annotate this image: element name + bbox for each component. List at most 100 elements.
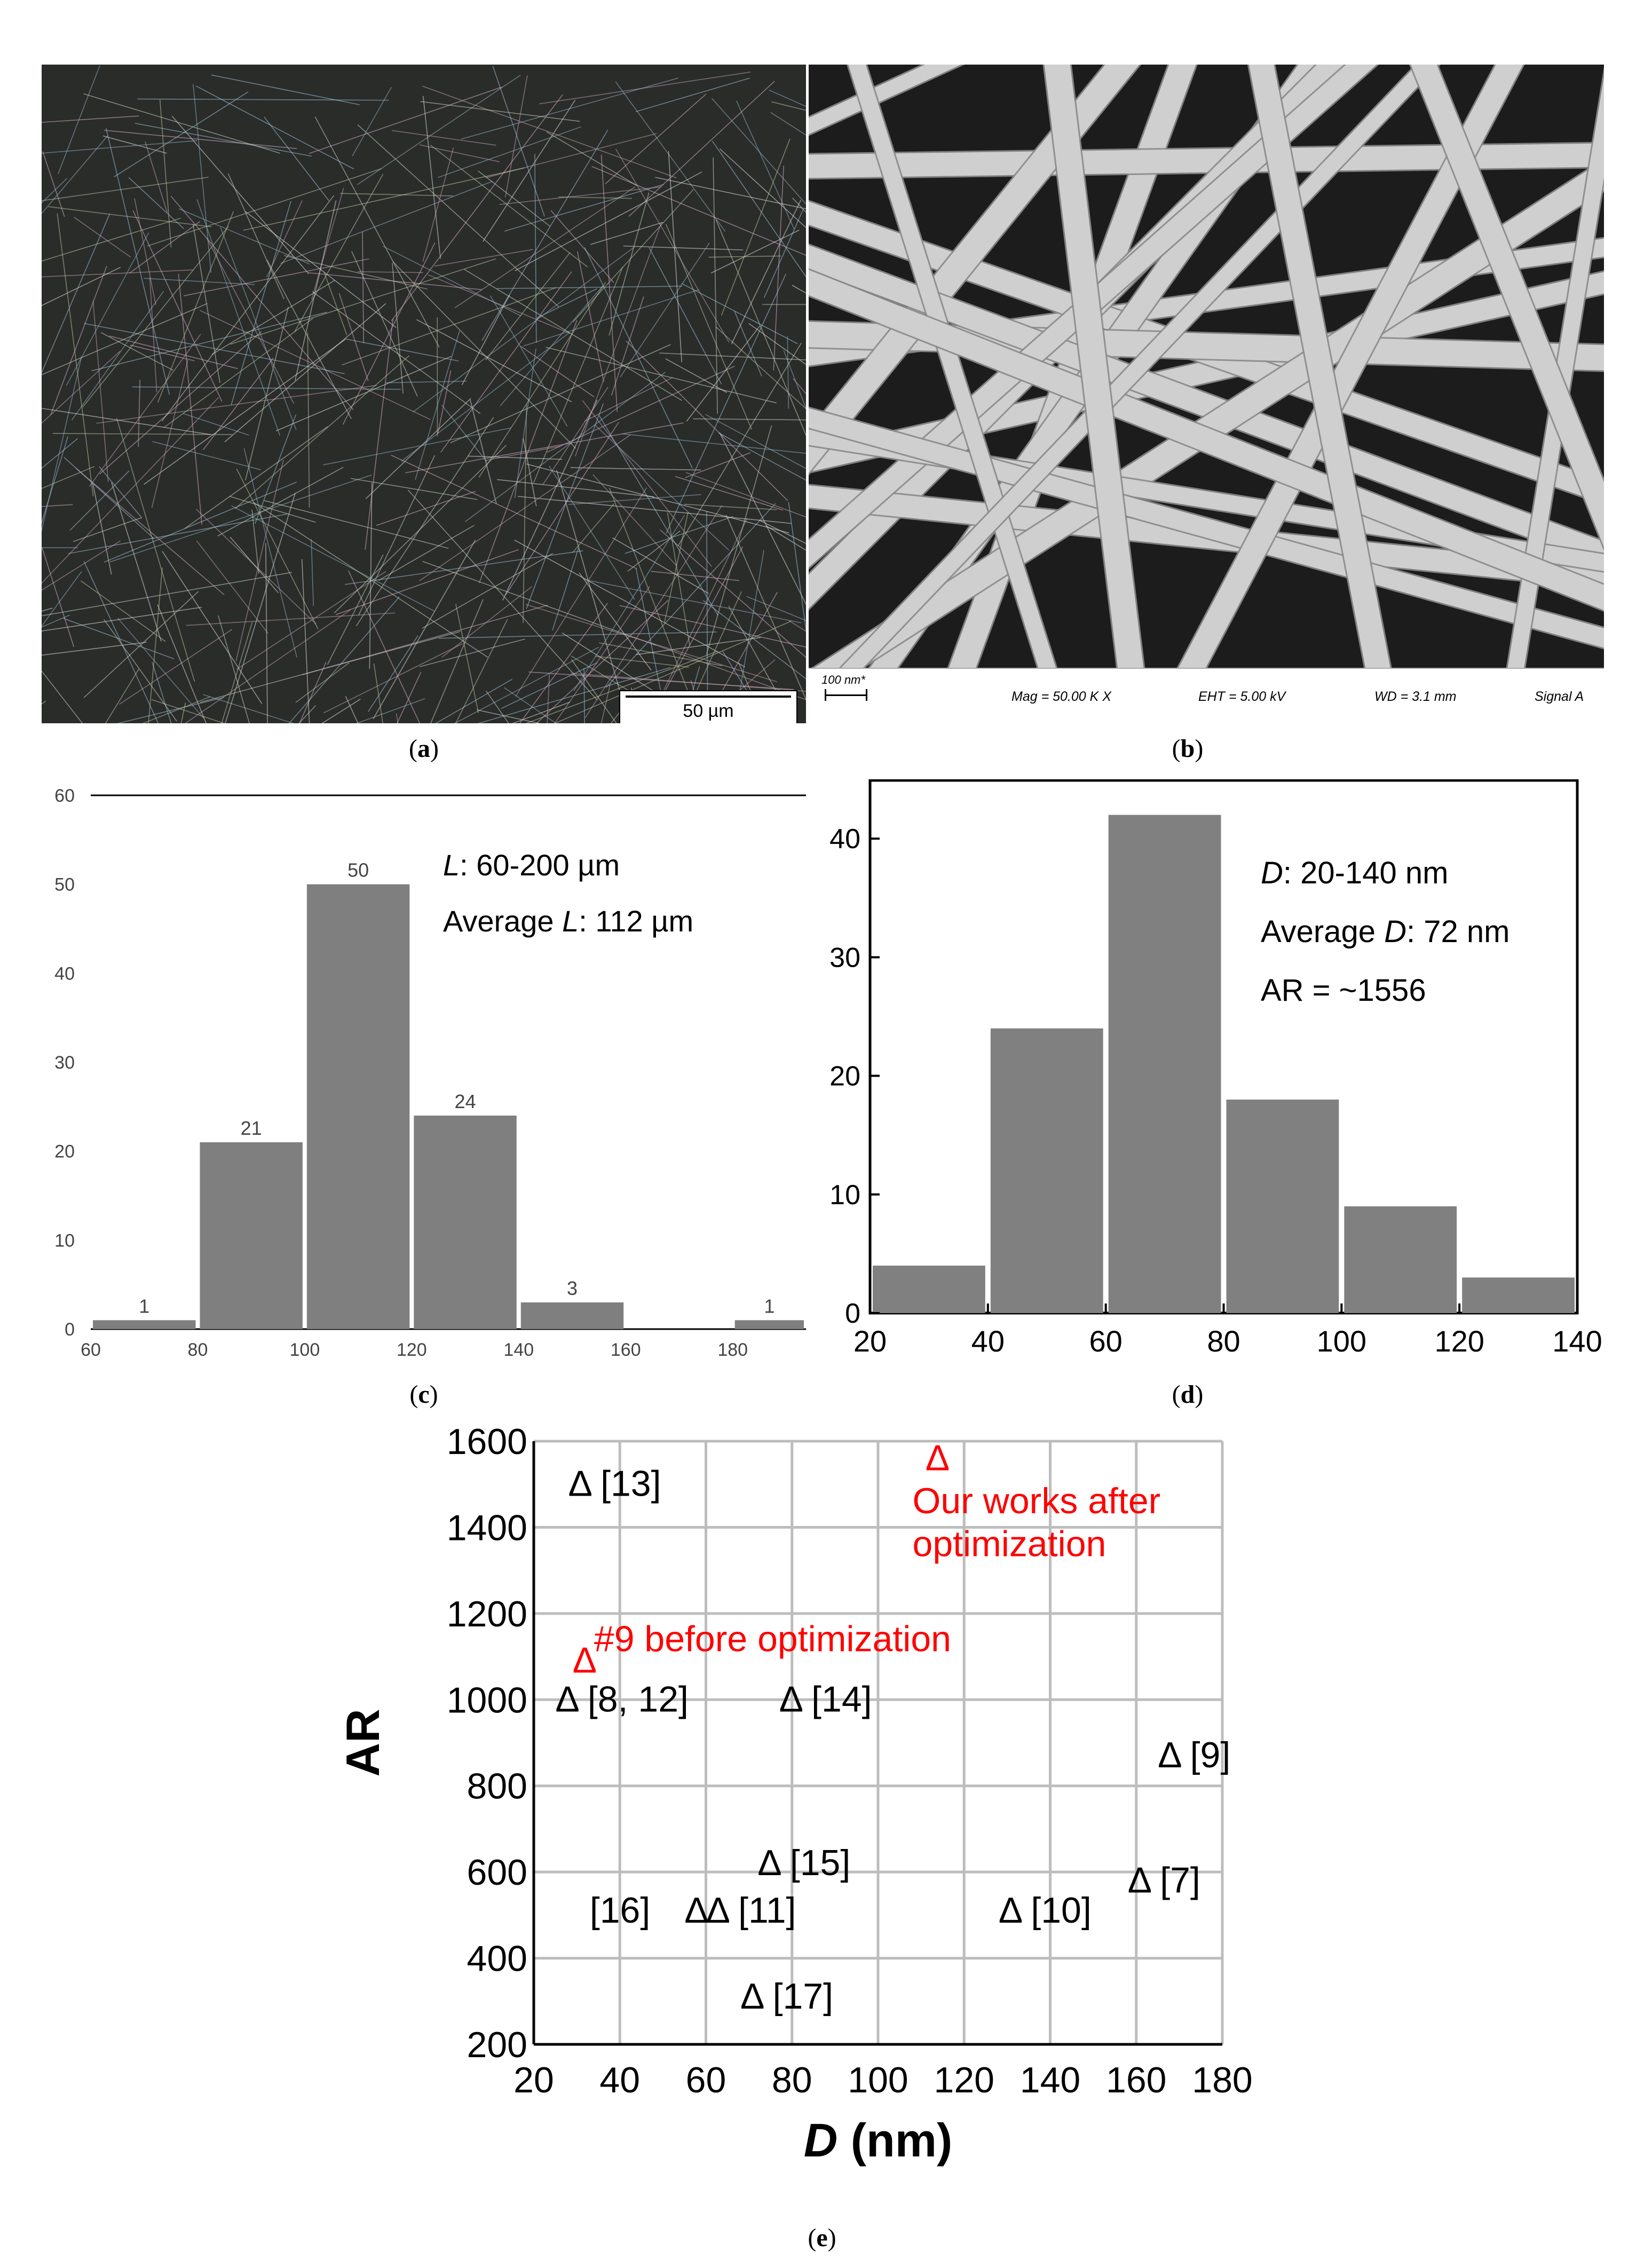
caption-e: (e) xyxy=(808,2224,836,2252)
fiber xyxy=(170,195,354,410)
fiber xyxy=(519,603,608,723)
y-tick-label: 10 xyxy=(54,1230,75,1251)
fiber xyxy=(501,662,598,709)
fiber xyxy=(503,687,557,723)
fiber xyxy=(435,678,512,723)
fiber xyxy=(809,245,1604,566)
y-tick-label: 600 xyxy=(467,1852,527,1893)
fiber xyxy=(71,290,164,421)
fiber xyxy=(323,427,511,465)
fiber xyxy=(649,247,722,385)
fiber xyxy=(623,246,744,251)
caption-a: (a) xyxy=(409,734,439,763)
fiber xyxy=(600,682,611,723)
data-label: 50 xyxy=(347,859,369,881)
fiber xyxy=(367,635,418,713)
fiber xyxy=(422,553,554,629)
fiber xyxy=(419,434,631,581)
fiber xyxy=(525,604,778,683)
fiber xyxy=(422,147,454,262)
fiber xyxy=(600,155,618,412)
fiber xyxy=(465,372,666,523)
fiber xyxy=(773,165,784,371)
fiber xyxy=(523,405,527,623)
fiber xyxy=(668,151,682,362)
fiber-network-a xyxy=(42,65,806,723)
y-tick-label: 30 xyxy=(54,1053,75,1073)
fiber xyxy=(152,441,261,470)
fiber xyxy=(64,457,155,540)
fiber xyxy=(376,491,476,526)
fiber xyxy=(713,157,718,414)
fiber xyxy=(546,131,638,186)
fiber xyxy=(149,277,157,392)
sem-signal: Signal A xyxy=(1535,689,1584,704)
fiber xyxy=(116,417,195,682)
fiber xyxy=(454,186,636,309)
fiber xyxy=(479,320,578,583)
scatter-ar-vs-diameter: 200 400 600 800 1000 1200 1400 1600 20 40 60 80 100 1… xyxy=(336,1421,1253,2167)
fiber xyxy=(392,261,576,449)
fiber xyxy=(295,200,337,381)
y-tick-label: 0 xyxy=(65,1319,75,1340)
y-tick-label: 20 xyxy=(829,1061,860,1092)
fiber xyxy=(526,403,604,609)
fiber xyxy=(486,691,509,723)
fiber xyxy=(441,405,487,462)
fiber xyxy=(80,580,166,642)
fiber xyxy=(307,272,483,290)
fiber xyxy=(420,638,525,667)
fiber xyxy=(91,312,327,372)
fiber xyxy=(628,81,775,217)
fiber xyxy=(556,470,627,715)
x-tick-label: 100 xyxy=(848,2060,908,2100)
fiber xyxy=(96,385,377,424)
fiber xyxy=(765,525,806,551)
fiber xyxy=(50,266,107,415)
micrograph-b: 100 nm* Mag = 50.00 K X EHT = 5.00 kV WD… xyxy=(809,65,1604,721)
fiber xyxy=(236,468,319,629)
fiber xyxy=(102,135,167,154)
fiber xyxy=(348,570,421,723)
fiber xyxy=(622,433,806,454)
y-tick-label: 1000 xyxy=(447,1680,527,1720)
x-tick-label: 140 xyxy=(503,1340,534,1360)
fiber xyxy=(416,319,572,402)
fiber xyxy=(405,422,684,473)
sem-info-bar: 100 nm* Mag = 50.00 K X EHT = 5.00 kV WD… xyxy=(809,668,1604,721)
fiber xyxy=(202,358,274,451)
fiber xyxy=(562,633,669,701)
y-tick-label: 10 xyxy=(829,1180,860,1211)
fiber xyxy=(144,278,255,285)
fiber xyxy=(339,193,454,196)
fiber xyxy=(712,98,806,205)
scale-bar-tick-left xyxy=(825,689,826,701)
fiber xyxy=(515,171,702,271)
y-tick-label: 30 xyxy=(829,942,860,973)
fiber xyxy=(584,505,723,718)
fiber xyxy=(705,414,806,469)
fiber xyxy=(502,400,598,601)
fiber xyxy=(665,358,728,393)
marker: Δ [9] xyxy=(1158,1735,1230,1775)
fiber xyxy=(135,123,312,157)
fiber xyxy=(1248,65,1390,668)
fiber xyxy=(706,511,708,723)
scale-bar-b xyxy=(825,694,867,696)
scale-bar-a xyxy=(626,696,791,698)
bar xyxy=(990,1028,1103,1313)
fiber xyxy=(485,252,571,361)
fiber xyxy=(137,98,389,101)
fiber xyxy=(478,170,550,227)
fiber xyxy=(224,303,386,442)
fiber xyxy=(42,614,70,628)
fiber xyxy=(809,270,1604,611)
fiber xyxy=(92,483,112,575)
fiber xyxy=(626,341,788,501)
fiber xyxy=(615,148,730,343)
fiber xyxy=(378,525,475,581)
fiber xyxy=(485,445,562,461)
fiber xyxy=(514,348,536,498)
fiber xyxy=(284,255,428,290)
micrograph-a: 50 µm xyxy=(42,65,806,723)
